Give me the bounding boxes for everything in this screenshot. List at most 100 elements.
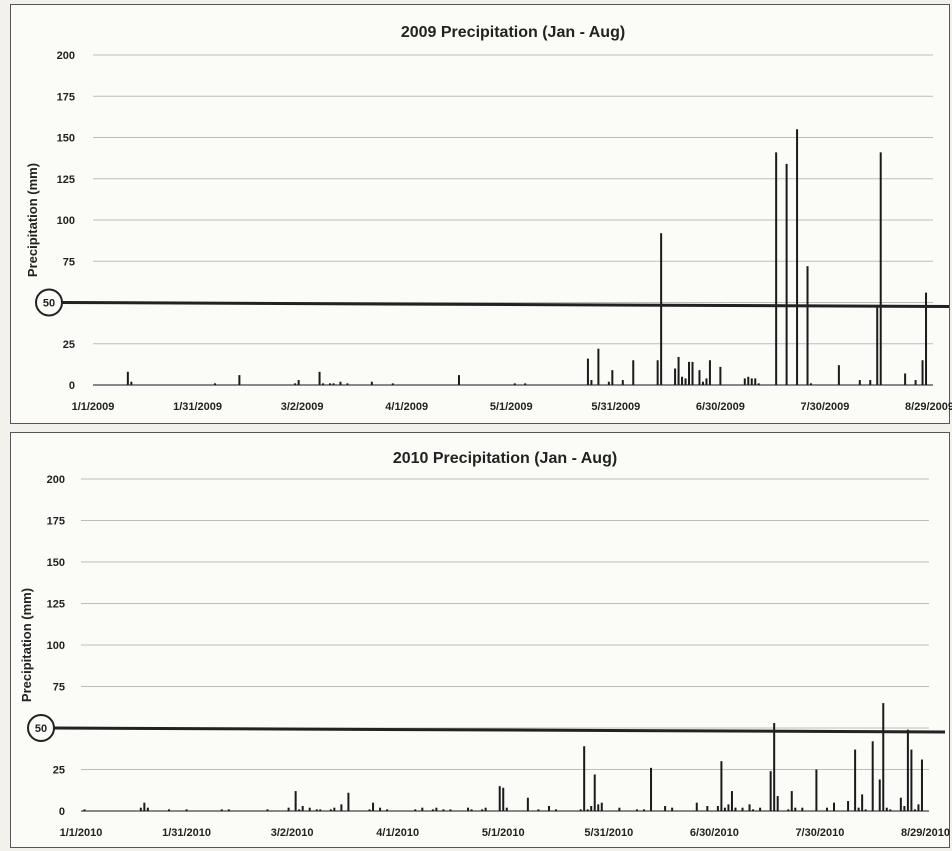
precipitation-bar (899, 797, 902, 811)
precipitation-bar (752, 809, 755, 811)
precipitation-bar (825, 807, 828, 811)
precipitation-bar (431, 809, 434, 811)
precipitation-bar (837, 365, 840, 385)
chart-title: 2009 Precipitation (Jan - Aug) (401, 24, 625, 41)
precipitation-bar (671, 807, 674, 811)
precipitation-bar (785, 163, 788, 385)
x-tick-label: 4/1/2009 (385, 401, 428, 413)
precipitation-bar (308, 807, 311, 811)
y-tick-label: 175 (47, 516, 65, 528)
precipitation-bar (590, 380, 593, 385)
precipitation-bar (513, 383, 516, 385)
precipitation-bar (701, 381, 704, 385)
x-tick-label: 5/31/2009 (591, 401, 640, 413)
precipitation-bar (238, 375, 241, 385)
precipitation-bar (854, 749, 857, 811)
precipitation-bar (294, 383, 297, 385)
precipitation-bar (796, 129, 799, 385)
precipitation-bar (319, 809, 322, 811)
precipitation-bar (185, 809, 188, 811)
precipitation-bar (708, 360, 711, 385)
precipitation-bar (716, 806, 719, 811)
precipitation-bar (294, 791, 297, 811)
precipitation-bar (730, 791, 733, 811)
y-tick-label: 0 (59, 806, 65, 818)
precipitation-bar (677, 356, 680, 385)
precipitation-bar (691, 361, 694, 385)
precipitation-bar (775, 152, 778, 385)
precipitation-bar (650, 767, 653, 811)
precipitation-bar (706, 806, 709, 811)
precipitation-bar (879, 152, 882, 385)
precipitation-bar (391, 383, 394, 385)
precipitation-bar (889, 809, 892, 811)
y-tick-label: 0 (69, 380, 75, 392)
precipitation-bar (705, 378, 708, 385)
y-tick-label: 200 (57, 50, 75, 62)
precipitation-bar (579, 809, 582, 811)
x-tick-label: 4/1/2010 (376, 827, 419, 839)
precipitation-bar (484, 807, 487, 811)
precipitation-bar (505, 807, 508, 811)
precipitation-bar (498, 786, 501, 811)
precipitation-bar (347, 792, 350, 811)
precipitation-bar (368, 809, 371, 811)
precipitation-bar (769, 771, 772, 811)
x-tick-label: 5/1/2009 (490, 401, 533, 413)
precipitation-bar (794, 807, 797, 811)
chart-panel-2010: 2010 Precipitation (Jan - Aug) Precipitat… (10, 432, 950, 848)
x-tick-label: 8/29/2010 (901, 827, 950, 839)
precipitation-bar (727, 804, 730, 811)
precipitation-bar (370, 381, 373, 385)
precipitation-bar (695, 802, 698, 811)
precipitation-bar (318, 371, 321, 385)
precipitation-bar (590, 806, 593, 811)
precipitation-bar (832, 802, 835, 811)
precipitation-bar (442, 809, 445, 811)
x-tick-label: 1/31/2009 (173, 401, 222, 413)
x-tick-label: 1/1/2010 (60, 827, 103, 839)
precipitation-bar (681, 376, 684, 385)
y-axis-label: Precipitation (mm) (25, 163, 40, 277)
y-tick-label: 200 (47, 474, 65, 486)
precipitation-bar (876, 307, 879, 385)
precipitation-bar (861, 794, 864, 811)
precipitation-bar (227, 809, 230, 811)
reference-value-label: 50 (35, 723, 47, 735)
precipitation-bar (167, 809, 170, 811)
precipitation-bar (339, 381, 342, 385)
precipitation-bar (435, 807, 438, 811)
precipitation-bar (621, 380, 624, 385)
precipitation-bar (759, 807, 762, 811)
precipitation-chart-2009: 2009 Precipitation (Jan - Aug) Precipitat… (25, 24, 952, 413)
y-tick-label: 125 (47, 599, 65, 611)
precipitation-bar (921, 360, 924, 385)
precipitation-bar (586, 358, 589, 385)
precipitation-bar (502, 787, 505, 811)
y-tick-label: 25 (63, 339, 75, 351)
precipitation-bar (379, 807, 382, 811)
precipitation-bar (329, 383, 332, 385)
precipitation-bar (720, 761, 723, 811)
precipitation-bar (885, 807, 888, 811)
precipitation-bar (346, 383, 349, 385)
precipitation-bar (524, 383, 527, 385)
precipitation-bar (600, 802, 603, 811)
chart-title: 2010 Precipitation (Jan - Aug) (393, 450, 617, 467)
precipitation-bar (773, 723, 776, 811)
precipitation-bar (457, 375, 460, 385)
y-tick-label: 175 (57, 91, 75, 103)
precipitation-bar (467, 807, 470, 811)
precipitation-bar (776, 796, 779, 811)
precipitation-bar (130, 381, 133, 385)
precipitation-bar (83, 809, 86, 811)
precipitation-bar (806, 266, 809, 385)
precipitation-bar (301, 806, 304, 811)
x-tick-label: 8/29/2009 (905, 401, 952, 413)
precipitation-bar (593, 774, 596, 811)
precipitation-bar (287, 807, 290, 811)
precipitation-bar (146, 807, 149, 811)
precipitation-bar (547, 806, 550, 811)
precipitation-bar (340, 804, 343, 811)
reference-line-50 (61, 301, 950, 308)
